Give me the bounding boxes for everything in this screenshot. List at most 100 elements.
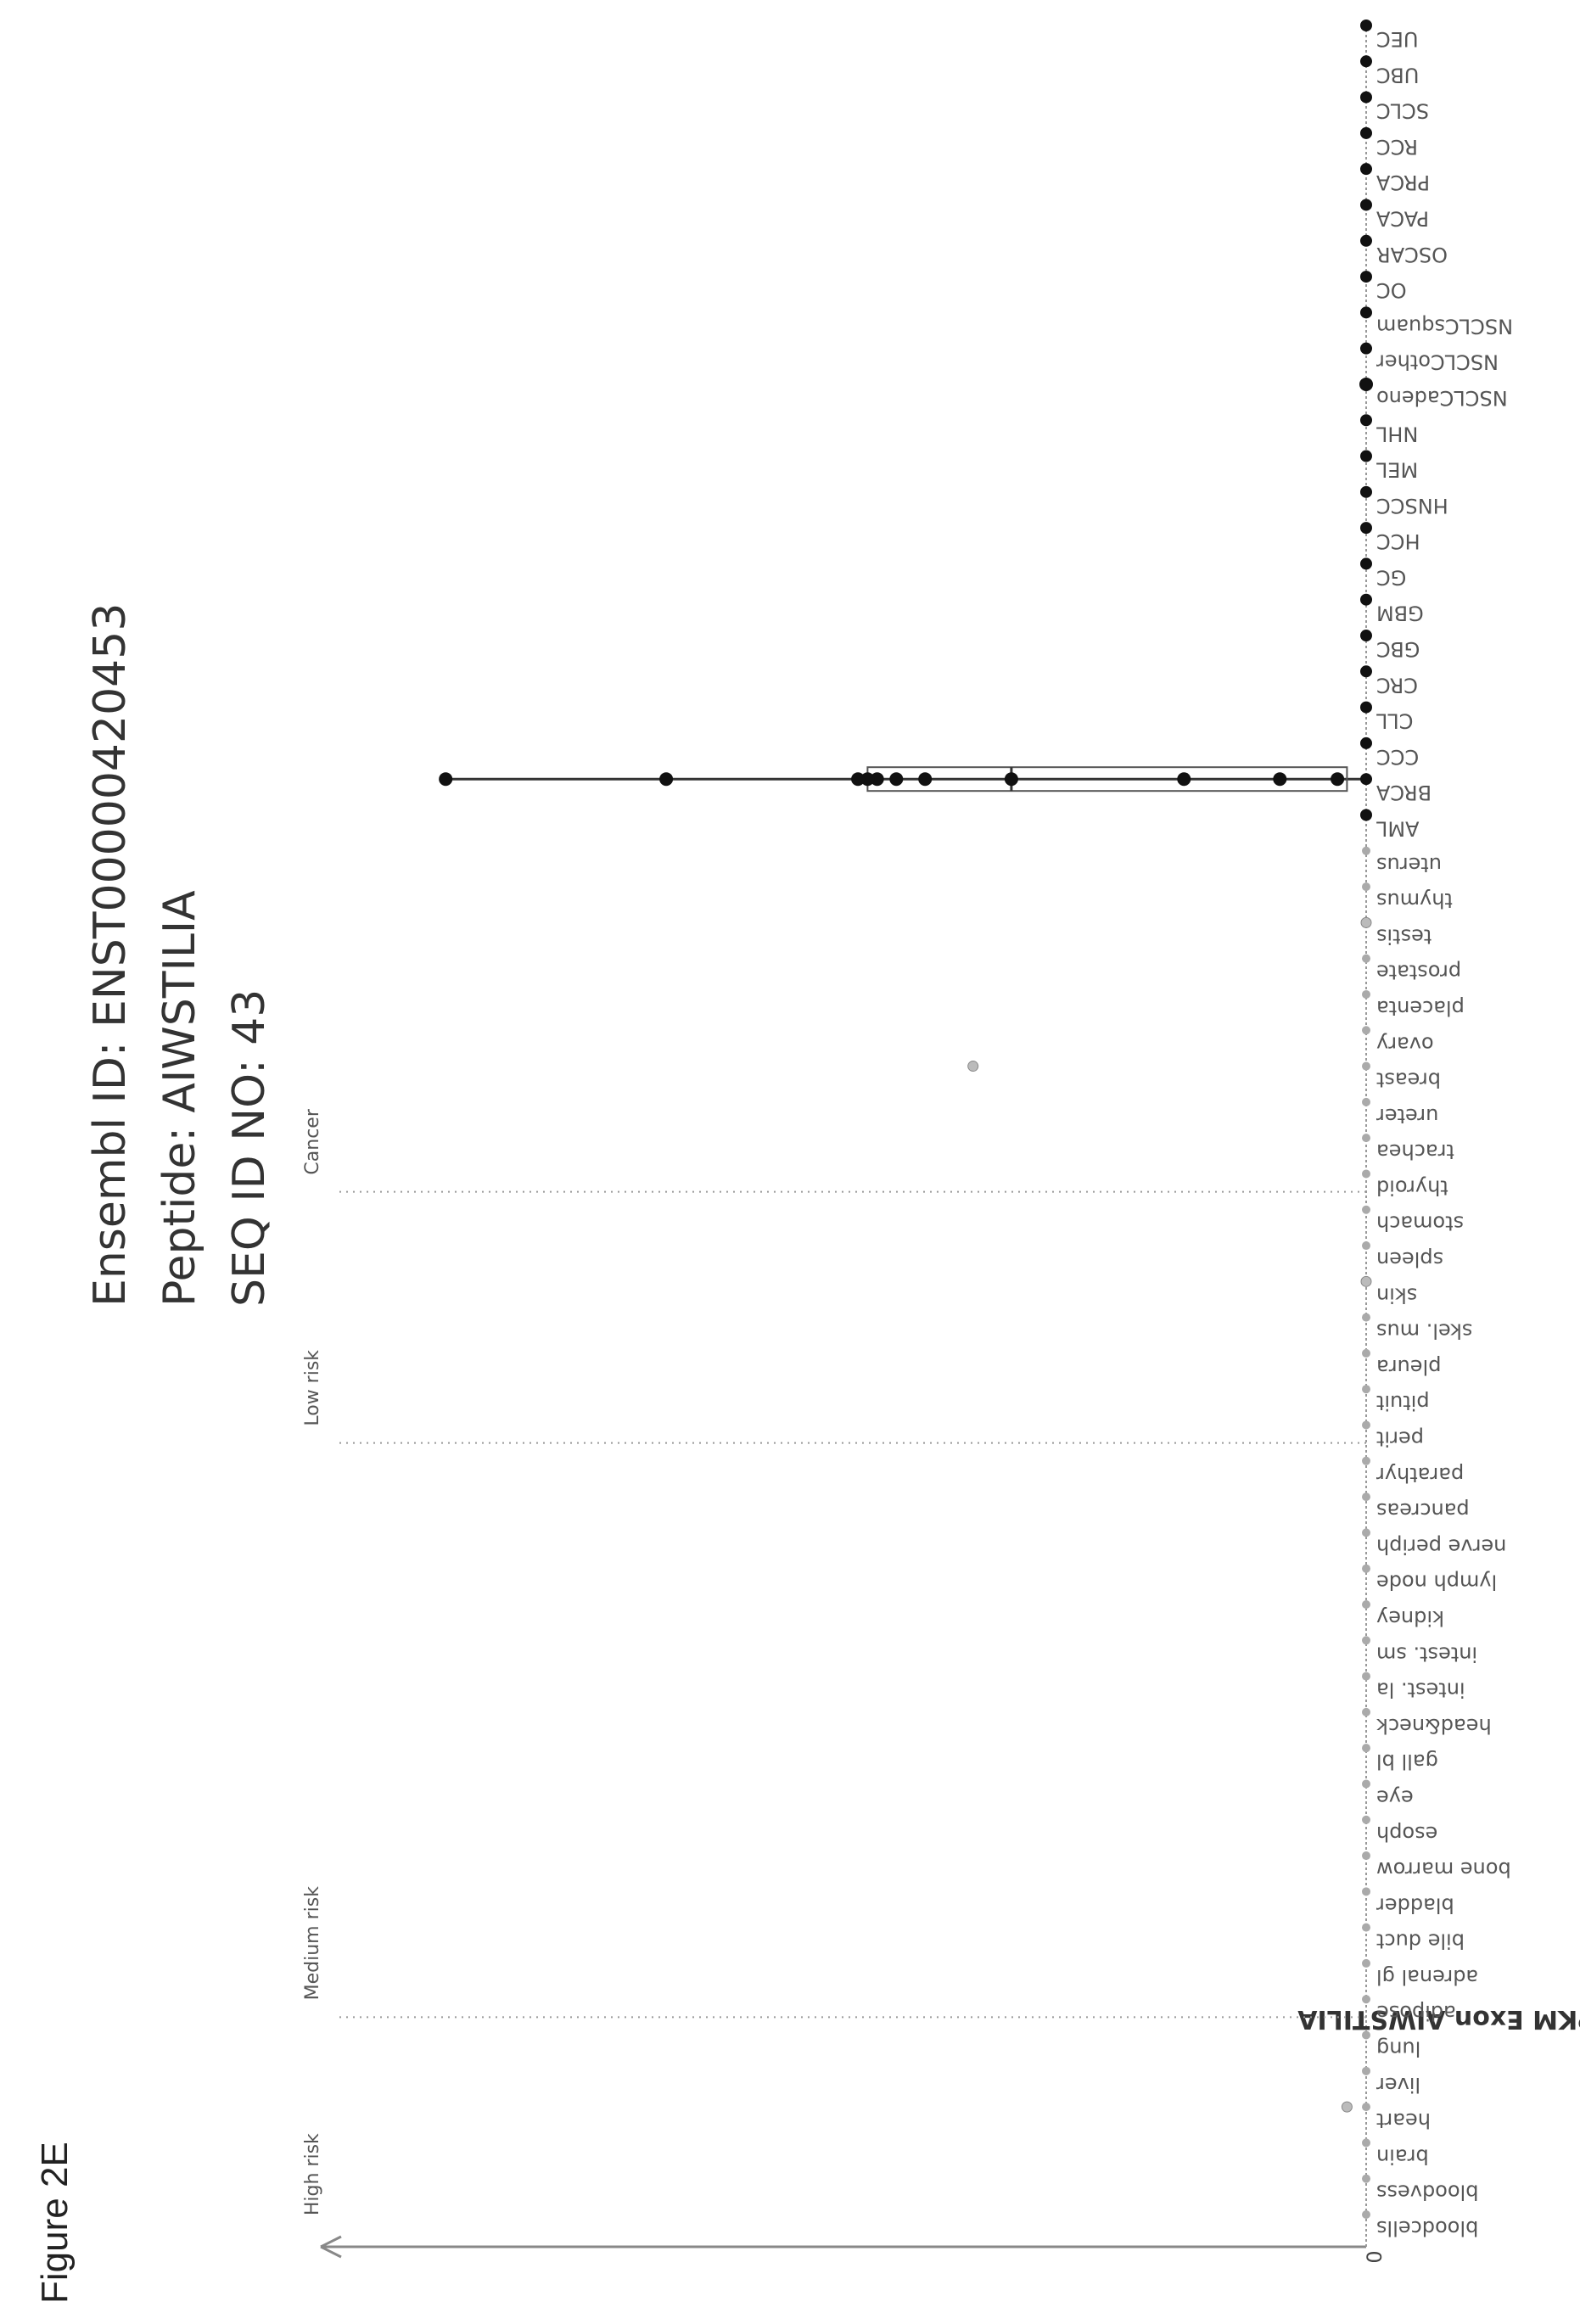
category-tick [1362,1744,1370,1753]
category-label: BRCA [1375,781,1432,804]
category-label: GC [1376,565,1406,589]
category-label: OC [1376,278,1407,302]
normal-sample-point [967,1061,979,1072]
cancer-baseline-point [1360,378,1372,390]
cancer-baseline-point [1360,522,1372,535]
category-label: skel. mus [1376,1319,1472,1343]
cancer-sample-point [1177,772,1191,787]
category-tick [1362,1313,1370,1322]
category-label: ovary [1376,1032,1434,1056]
category-label: lymph node [1376,1571,1497,1594]
category-label: NSCLCadeno [1376,386,1508,410]
cancer-sample-point [870,772,884,787]
cancer-sample-point [439,772,453,787]
cancer-baseline-point [1360,55,1372,68]
cancer-baseline-point [1360,701,1372,714]
category-tick [1362,2210,1370,2219]
category-tick [1362,1923,1370,1932]
cancer-baseline-point [1360,736,1372,749]
category-label: pleura [1376,1355,1441,1379]
category-label: head&neck [1376,1714,1492,1738]
category-label: bloodvess [1376,2181,1478,2204]
category-tick [1362,1061,1370,1071]
category-label: intest. la [1376,1678,1465,1702]
cancer-baseline-point [1360,557,1372,570]
category-tick [1362,1995,1370,2004]
category-label: placenta [1376,996,1465,1020]
category-label: brain [1376,2144,1429,2168]
category-tick [1362,1348,1370,1358]
category-tick [1362,1815,1370,1824]
region-label: Low risk [302,1350,323,1426]
category-label: spleen [1376,1247,1443,1271]
category-tick [1362,2066,1370,2075]
category-label: NSCLCsquam [1376,314,1513,338]
category-label: UEC [1376,27,1419,51]
category-label: UBC [1376,63,1419,87]
category-tick [1362,1205,1370,1214]
category-tick [1362,1026,1370,1035]
category-label: bile duct [1376,1929,1465,1953]
category-label: CLL [1375,709,1413,733]
cancer-sample-point [918,772,933,787]
category-label: parathyr [1376,1463,1464,1487]
category-label: intest. sm [1376,1642,1477,1666]
cancer-sample-point [860,772,875,787]
category-label: NSCLCother [1376,350,1499,374]
category-label: OSCAR [1376,243,1448,266]
category-label: stomach [1376,1212,1464,1235]
category-tick [1362,846,1370,855]
category-tick [1362,1528,1370,1537]
value-axis-title: Relative FPKM Exon AIWSTILIA [1297,2004,1580,2034]
category-label: adrenal gl [1376,1965,1478,1989]
region-label: Cancer [302,1108,323,1174]
normal-sample-point [1341,2101,1353,2113]
normal-sample-point [1360,916,1372,928]
cancer-baseline-point [1360,773,1372,786]
category-label: testis [1376,924,1432,948]
category-tick [1362,1599,1370,1609]
category-label: GBM [1376,602,1424,625]
cancer-baseline-point [1360,342,1372,355]
category-tick [1362,1492,1370,1502]
category-tick [1362,1241,1370,1251]
category-label: HCC [1376,529,1420,553]
value-axis-arrow [320,2235,342,2259]
cancer-baseline-point [1360,450,1372,462]
category-label: PACA [1375,206,1429,230]
category-tick [1362,1420,1370,1430]
category-label: uterus [1376,853,1442,876]
category-label: lung [1376,2037,1420,2061]
category-label: skin [1376,1283,1417,1307]
category-tick [1362,1672,1370,1681]
category-tick [1362,1134,1370,1143]
category-tick [1362,1887,1370,1896]
category-label: nerve periph [1376,1534,1506,1558]
category-label: esoph [1376,1822,1437,1845]
category-label: breast [1376,1068,1441,1092]
category-tick [1362,2103,1370,2112]
category-tick [1362,2138,1370,2148]
cancer-baseline-point [1360,163,1372,176]
category-tick [1362,1707,1370,1716]
category-label: MEL [1375,458,1418,482]
cancer-sample-point [659,772,674,787]
cancer-baseline-point [1360,593,1372,606]
category-label: CRC [1376,673,1418,697]
category-label: AML [1375,816,1419,840]
cancer-baseline-point [1360,665,1372,678]
normal-sample-point [1360,1275,1372,1287]
category-tick [1362,1851,1370,1861]
category-tick [1362,954,1370,963]
category-label: thymus [1376,888,1453,912]
cancer-baseline-point [1360,630,1372,642]
category-tick [1362,1958,1370,1968]
cancer-baseline-point [1360,234,1372,247]
category-label: GBC [1376,637,1420,661]
category-label: HNSCC [1376,494,1448,518]
category-label: liver [1376,2073,1420,2097]
category-label: prostate [1376,960,1461,984]
category-label: pancreas [1376,1498,1470,1522]
category-label: CCC [1376,745,1419,769]
